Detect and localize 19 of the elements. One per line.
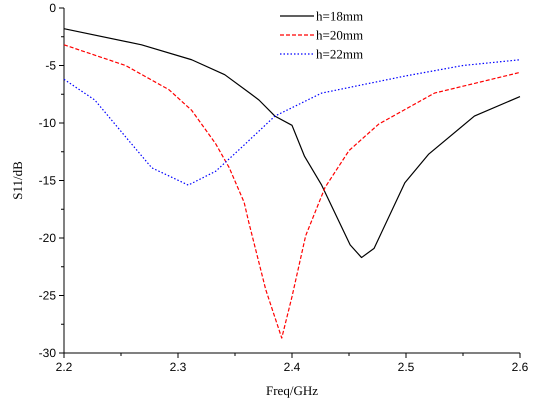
x-tick-label: 2.5 bbox=[398, 360, 415, 374]
x-tick-label: 2.2 bbox=[56, 360, 73, 374]
y-axis-title: S11/dB bbox=[10, 160, 25, 200]
y-tick-label: 0 bbox=[49, 1, 56, 16]
y-tick-label: -25 bbox=[38, 288, 56, 303]
legend-label: h=18mm bbox=[316, 8, 364, 24]
line-series bbox=[63, 44, 521, 339]
line-series bbox=[63, 59, 521, 186]
x-tick-label: 2.6 bbox=[512, 360, 529, 374]
legend-label: h=22mm bbox=[316, 46, 364, 62]
x-tick-label: 2.3 bbox=[170, 360, 187, 374]
legend-label: h=20mm bbox=[316, 28, 364, 43]
y-tick-label: -10 bbox=[38, 116, 56, 130]
y-tick-label: -5 bbox=[45, 58, 56, 73]
x-tick-label: 2.4 bbox=[284, 360, 301, 374]
x-axis-title: Freq/GHz bbox=[266, 383, 318, 398]
y-tick-label: -30 bbox=[38, 346, 56, 360]
y-tick-label: -20 bbox=[38, 231, 56, 246]
y-tick-label: -15 bbox=[38, 174, 56, 188]
